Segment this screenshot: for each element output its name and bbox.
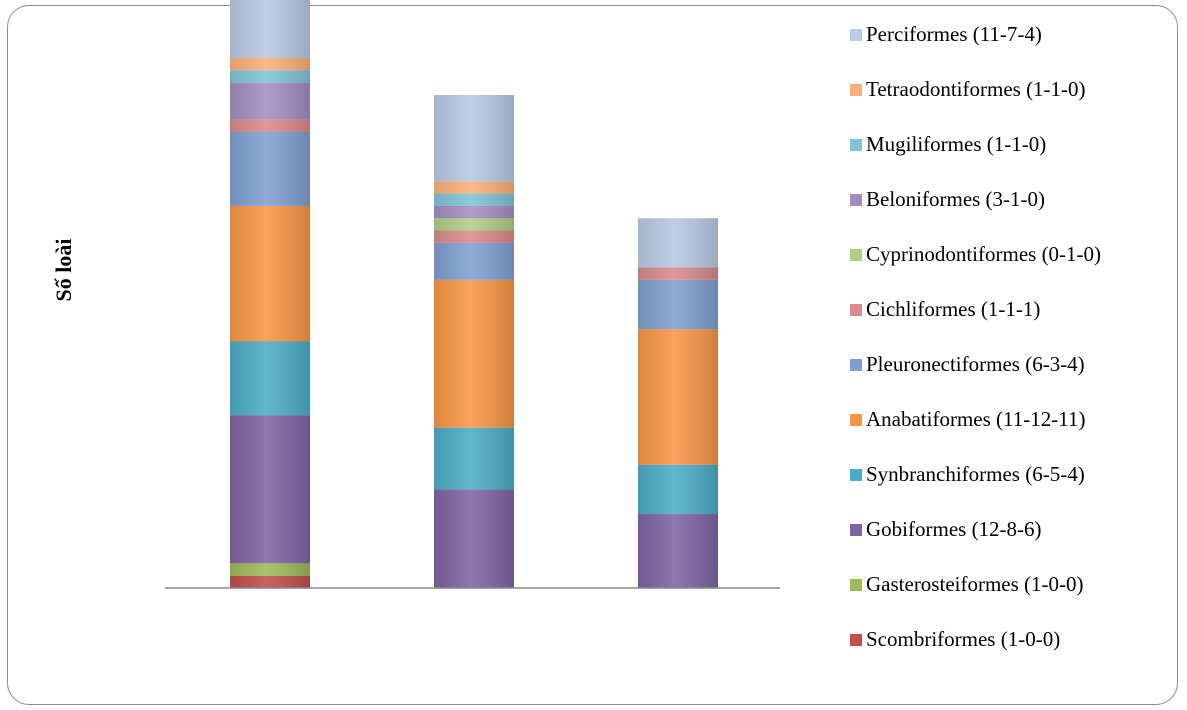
legend-item: Cyprinodontiformes (0-1-0): [850, 242, 1156, 266]
legend-label: Gasterosteiformes (1-0-0): [866, 572, 1084, 596]
legend-swatch: [850, 29, 862, 41]
legend-label: Anabatiformes (11-12-11): [866, 407, 1086, 431]
legend-label: Perciformes (11-7-4): [866, 22, 1042, 46]
legend-label: Cichliformes (1-1-1): [866, 297, 1041, 321]
legend-swatch: [850, 359, 862, 371]
legend-item: Gasterosteiformes (1-0-0): [850, 572, 1156, 596]
legend-item: Beloniformes (3-1-0): [850, 187, 1156, 211]
legend-swatch: [850, 249, 862, 261]
legend-swatch: [850, 139, 862, 151]
legend-swatch: [850, 579, 862, 591]
legend-swatch: [850, 414, 862, 426]
legend-label: Beloniformes (3-1-0): [866, 187, 1046, 211]
legend-label: Tetraodontiformes (1-1-0): [866, 77, 1086, 101]
legend-item: Perciformes (11-7-4): [850, 22, 1156, 46]
legend-item: Cichliformes (1-1-1): [850, 297, 1156, 321]
legend-item: Tetraodontiformes (1-1-0): [850, 77, 1156, 101]
legend-swatch: [850, 469, 862, 481]
legend-swatch: [850, 634, 862, 646]
legend-swatch: [850, 524, 862, 536]
legend-label: Synbranchiformes (6-5-4): [866, 462, 1085, 486]
legend-item: Pleuronectiformes (6-3-4): [850, 352, 1156, 376]
legend-item: Synbranchiformes (6-5-4): [850, 462, 1156, 486]
legend-item: Scombriformes (1-0-0): [850, 627, 1156, 651]
legend-label: Cyprinodontiformes (0-1-0): [866, 242, 1102, 266]
legend-label: Scombriformes (1-0-0): [866, 627, 1061, 651]
legend-item: Anabatiformes (11-12-11): [850, 407, 1156, 431]
legend-label: Pleuronectiformes (6-3-4): [866, 352, 1085, 376]
legend-swatch: [850, 84, 862, 96]
legend-label: Gobiformes (12-8-6): [866, 517, 1042, 541]
legend-item: Gobiformes (12-8-6): [850, 517, 1156, 541]
legend-label: Mugiliformes (1-1-0): [866, 132, 1047, 156]
legend-item: Mugiliformes (1-1-0): [850, 132, 1156, 156]
legend-swatch: [850, 304, 862, 316]
bar-shading-2: [434, 94, 514, 588]
bar-shading-1: [230, 0, 310, 589]
bar-shading-3: [638, 218, 718, 589]
legend-swatch: [850, 194, 862, 206]
